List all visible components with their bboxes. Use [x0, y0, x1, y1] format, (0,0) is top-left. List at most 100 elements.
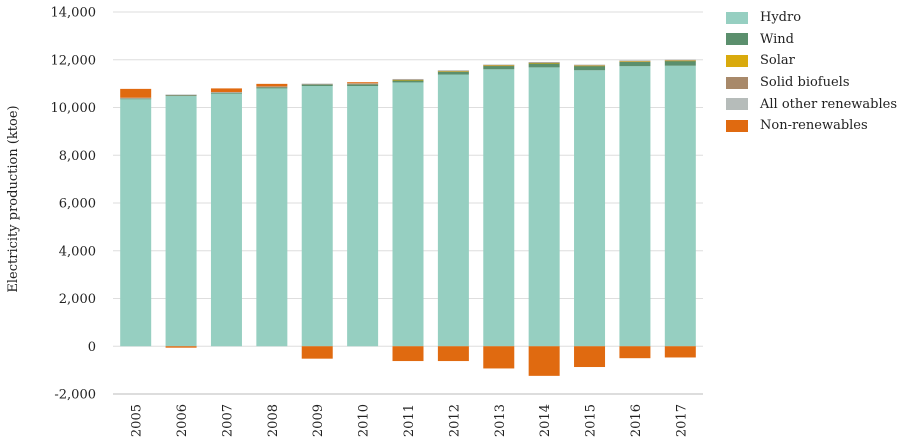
bar-segment	[392, 78, 424, 80]
bar-segment	[619, 61, 651, 62]
bar-segment	[210, 93, 242, 347]
bar-segment	[619, 60, 651, 61]
bar-segment	[437, 74, 469, 347]
legend-label: Wind	[760, 31, 794, 47]
x-tick-label: 2016	[629, 404, 644, 437]
legend-label: Solar	[760, 53, 795, 69]
legend-swatch	[726, 11, 748, 24]
x-tick-label: 2015	[584, 404, 599, 437]
bar-segment	[664, 346, 696, 358]
x-tick-label: 2014	[538, 404, 553, 437]
bar-segment	[528, 346, 560, 376]
x-tick-labels: 2005 2006 2007 2008 2009 2010 2011 2012 2013 2014…	[130, 404, 690, 437]
bar-segment	[256, 87, 288, 89]
bar-segment	[483, 65, 515, 70]
bar-segment	[483, 65, 515, 67]
y-tick-label: 2,000	[59, 292, 96, 307]
legend-swatch	[726, 54, 748, 67]
bar-segment	[574, 346, 606, 368]
bar-segment	[347, 82, 379, 84]
bar-segment	[619, 346, 651, 359]
legend-item: Wind	[726, 29, 897, 51]
bar-segment	[165, 94, 197, 96]
bar-segment	[301, 346, 333, 359]
bar-segment	[301, 83, 333, 85]
y-tick-label: 12,000	[51, 53, 97, 68]
bar-segment	[437, 70, 469, 71]
bar-segment	[301, 86, 333, 347]
bar-segment	[528, 63, 560, 68]
x-tick-label: 2008	[266, 404, 281, 437]
x-tick-label: 2013	[493, 404, 508, 437]
bar-segment	[120, 97, 152, 99]
bar-segment	[437, 71, 469, 75]
legend-label: Hydro	[760, 10, 802, 26]
y-tick-label: 0	[88, 340, 96, 355]
bar-segment	[437, 71, 469, 72]
legend-item: Non-renewables	[726, 115, 897, 137]
y-tick-label: 6,000	[59, 197, 96, 212]
bars	[120, 59, 696, 376]
bar-segment	[256, 83, 288, 87]
bar-segment	[120, 98, 152, 100]
bar-segment	[256, 88, 288, 347]
x-tick-label: 2012	[447, 404, 462, 437]
bar-segment	[392, 79, 424, 81]
y-tick-label: 4,000	[59, 244, 96, 259]
legend-swatch	[726, 33, 748, 46]
bar-segment	[165, 96, 197, 347]
x-tick-label: 2005	[130, 404, 145, 437]
bar-segment	[347, 84, 379, 87]
legend-swatch	[726, 119, 748, 132]
bar-segment	[664, 60, 696, 66]
legend-label: Non-renewables	[760, 118, 868, 134]
bar-segment	[574, 65, 606, 71]
bar-segment	[574, 65, 606, 67]
bar-segment	[483, 69, 515, 347]
bar-segment	[483, 64, 515, 66]
bar-segment	[392, 80, 424, 83]
bar-segment	[347, 83, 379, 84]
y-tick-labels: -2,000 0 2,000 4,000 6,000 8,000 10,000 12,000 1…	[51, 6, 97, 403]
x-tick-label: 2007	[220, 404, 235, 437]
bar-segment	[210, 91, 242, 93]
y-tick-label: 8,000	[59, 149, 96, 164]
y-tick-label: 14,000	[51, 6, 97, 21]
bar-segment	[574, 64, 606, 66]
bar-segment	[210, 88, 242, 92]
bar-segment	[392, 346, 424, 362]
bar-segment	[437, 346, 469, 362]
x-tick-label: 2010	[357, 404, 372, 437]
bar-segment	[619, 66, 651, 347]
bar-segment	[165, 346, 197, 348]
bar-segment	[528, 62, 560, 63]
bar-segment	[256, 86, 288, 88]
legend-swatch	[726, 76, 748, 89]
bar-segment	[664, 65, 696, 347]
bar-segment	[664, 60, 696, 62]
x-tick-label: 2009	[311, 404, 326, 437]
x-tick-label: 2006	[175, 404, 190, 437]
legend-item: Hydro	[726, 7, 897, 29]
legend-label: Solid biofuels	[760, 75, 850, 91]
legend-label: All other renewables	[760, 96, 897, 112]
legend-item: Solid biofuels	[726, 72, 897, 94]
x-tick-label: 2017	[674, 404, 689, 437]
y-axis-title: Electricity production (ktoe)	[6, 105, 21, 292]
x-tick-label: 2011	[402, 404, 417, 437]
legend-swatch	[726, 98, 748, 111]
y-tick-label: -2,000	[54, 388, 96, 403]
bar-segment	[301, 84, 333, 87]
bar-segment	[120, 99, 152, 347]
bar-segment	[574, 70, 606, 347]
bar-segment	[619, 61, 651, 67]
legend-item: All other renewables	[726, 93, 897, 115]
bar-segment	[347, 86, 379, 347]
legend: Hydro Wind Solar Solid biofuels All other re…	[726, 7, 897, 137]
bar-segment	[165, 95, 197, 97]
y-tick-label: 10,000	[51, 101, 97, 116]
bar-segment	[483, 346, 515, 369]
bar-segment	[664, 59, 696, 61]
bar-segment	[528, 62, 560, 64]
bar-segment	[528, 67, 560, 347]
